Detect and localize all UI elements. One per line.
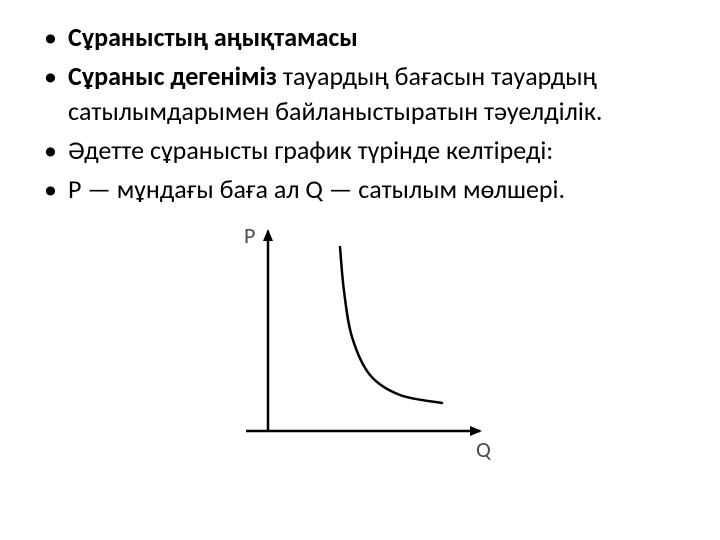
bullet-item-3: Әдетте сұранысты график түрінде келтіред… <box>40 133 680 168</box>
x-axis-label: Q <box>476 436 492 463</box>
bullet-text: Сұраныстың аңықтамасы <box>68 21 358 53</box>
bullet-list: Сұраныстың аңықтамасы Сұраныс дегеніміз … <box>40 20 680 207</box>
y-axis-label: P <box>244 222 255 249</box>
bullet-text: Сұраныс дегеніміз <box>68 60 283 92</box>
bullet-item-4: P — мұндағы баға ал Q — сатылым мөлшері. <box>40 172 680 207</box>
bullet-item-1: Сұраныстың аңықтамасы <box>40 20 680 55</box>
bullet-item-2: Сұраныс дегеніміз тауардың бағасын тауар… <box>40 59 680 129</box>
bullet-text: Әдетте сұранысты график түрінде келтіред… <box>68 134 553 166</box>
demand-chart: PQ <box>220 219 500 479</box>
bullet-text: P — мұндағы баға ал Q — сатылым мөлшері. <box>68 173 565 205</box>
chart-container: PQ <box>40 219 680 479</box>
